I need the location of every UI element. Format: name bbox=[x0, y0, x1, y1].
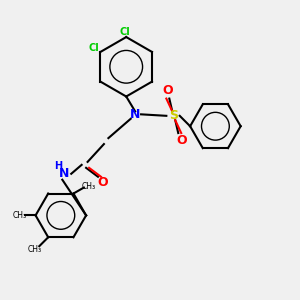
Text: Cl: Cl bbox=[119, 27, 130, 37]
Text: CH₃: CH₃ bbox=[81, 182, 95, 191]
Text: N: N bbox=[130, 108, 140, 121]
Text: Cl: Cl bbox=[88, 44, 99, 53]
Text: CH₃: CH₃ bbox=[12, 211, 26, 220]
Text: S: S bbox=[169, 109, 178, 122]
Text: N: N bbox=[58, 167, 69, 180]
Text: H: H bbox=[54, 161, 62, 171]
Text: O: O bbox=[97, 176, 108, 189]
Text: O: O bbox=[176, 134, 187, 147]
Text: O: O bbox=[163, 84, 173, 97]
Text: CH₃: CH₃ bbox=[28, 245, 42, 254]
